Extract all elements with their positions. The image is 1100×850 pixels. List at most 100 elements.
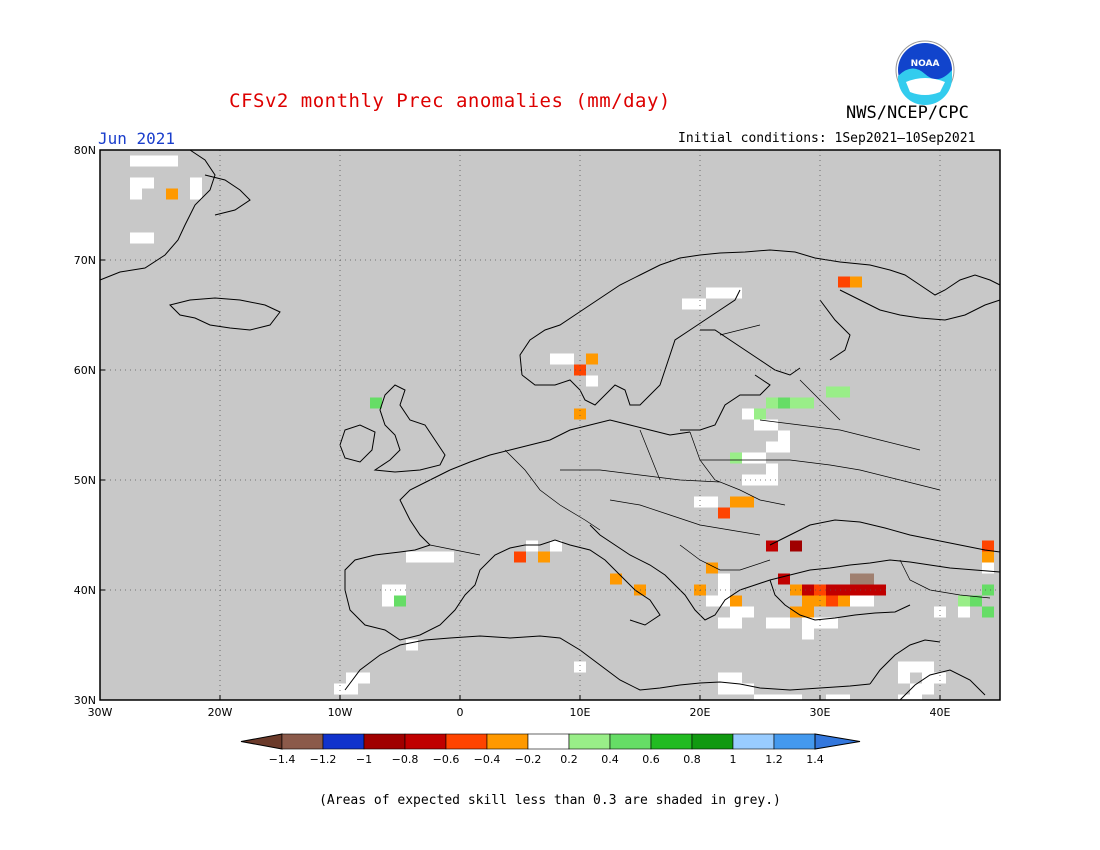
anomaly-cells: [130, 155, 994, 706]
anomaly-cell: [826, 386, 838, 398]
low-anomaly-cell: [442, 551, 454, 563]
low-anomaly-cell: [418, 551, 430, 563]
low-anomaly-cell: [730, 606, 742, 618]
colorbar-swatch: [568, 733, 611, 750]
low-anomaly-cell: [922, 661, 934, 673]
low-anomaly-cell: [898, 672, 910, 684]
anomaly-cell: [778, 397, 790, 409]
anomaly-cell: [730, 595, 742, 607]
colorbar-swatch: [363, 733, 406, 750]
colorbar-swatch: [691, 733, 734, 750]
low-anomaly-cell: [718, 672, 730, 684]
lon-tick-label: 10E: [570, 706, 591, 719]
low-anomaly-cell: [922, 672, 934, 684]
lat-tick-label: 50N: [74, 474, 96, 487]
lon-tick-label: 30W: [88, 706, 113, 719]
low-anomaly-cell: [982, 562, 994, 574]
svg-text:NOAA: NOAA: [911, 59, 940, 69]
low-anomaly-cell: [742, 474, 754, 486]
low-anomaly-cell: [130, 188, 142, 200]
anomaly-cell: [718, 507, 730, 519]
anomaly-cell: [610, 573, 622, 585]
anomaly-cell: [982, 551, 994, 563]
colorbar-swatch: [281, 733, 324, 750]
forecast-month: Jun 2021: [98, 129, 176, 148]
low-anomaly-cell: [766, 441, 778, 453]
colorbar-swatch: [650, 733, 693, 750]
low-anomaly-cell: [766, 463, 778, 475]
low-anomaly-cell: [382, 595, 394, 607]
low-anomaly-cell: [898, 661, 910, 673]
low-anomaly-cell: [346, 672, 358, 684]
colorbar-label: 1.2: [765, 753, 783, 766]
anomaly-cell: [802, 397, 814, 409]
low-anomaly-cell: [694, 496, 706, 508]
colorbar-label: −1.4: [269, 753, 296, 766]
low-anomaly-cell: [766, 474, 778, 486]
low-anomaly-cell: [922, 683, 934, 695]
low-anomaly-cell: [406, 551, 418, 563]
anomaly-cell: [838, 386, 850, 398]
anomaly-cell: [958, 595, 970, 607]
anomaly-cell: [790, 540, 802, 552]
anomaly-cell: [586, 353, 598, 365]
low-anomaly-cell: [754, 419, 766, 431]
anomaly-cell: [790, 397, 802, 409]
low-anomaly-cell: [130, 177, 142, 189]
low-anomaly-cell: [718, 287, 730, 299]
graticule: [100, 150, 1000, 700]
anomaly-cell: [166, 188, 178, 200]
low-anomaly-cell: [778, 430, 790, 442]
anomaly-cell: [802, 584, 814, 596]
latitude-ticks: 80N 70N 60N 50N 40N 30N: [74, 144, 105, 707]
low-anomaly-cell: [334, 683, 346, 695]
colorbar-label: 1: [730, 753, 737, 766]
anomaly-cell: [850, 573, 862, 585]
anomaly-cell: [574, 408, 586, 420]
map-title: CFSv2 monthly Prec anomalies (mm/day): [229, 90, 671, 112]
colorbar-right-arrow: [814, 733, 861, 750]
low-anomaly-cell: [586, 375, 598, 387]
anomaly-cell: [970, 595, 982, 607]
anomaly-cell: [742, 496, 754, 508]
colorbar-swatch: [527, 733, 570, 750]
colorbar-label: −0.6: [433, 753, 460, 766]
anomaly-cell: [766, 397, 778, 409]
low-anomaly-cell: [706, 595, 718, 607]
skill-footnote: (Areas of expected skill less than 0.3 a…: [319, 793, 781, 808]
low-anomaly-cell: [850, 595, 862, 607]
colorbar-label: −0.4: [474, 753, 501, 766]
anomaly-cell: [766, 540, 778, 552]
colorbar-label: 0.8: [683, 753, 701, 766]
longitude-ticks: 30W 20W 10W 0 10E 20E 30E 40E: [88, 695, 951, 719]
low-anomaly-cell: [730, 672, 742, 684]
colorbar-swatch: [445, 733, 488, 750]
map-frame: [99, 149, 1001, 701]
colorbar-legend: −1.4 −1.2 −1 −0.8 −0.6 −0.4 −0.2 0.2 0.4 0.6 0.8 1 1…: [240, 733, 861, 766]
anomaly-cell: [778, 573, 790, 585]
colorbar-swatch: [732, 733, 775, 750]
anomaly-cell: [826, 584, 838, 596]
low-anomaly-cell: [574, 661, 586, 673]
lon-tick-label: 20W: [208, 706, 233, 719]
low-anomaly-cell: [934, 606, 946, 618]
colorbar-swatch: [609, 733, 652, 750]
low-anomaly-cell: [730, 287, 742, 299]
low-anomaly-cell: [718, 617, 730, 629]
anomaly-cell: [754, 408, 766, 420]
low-anomaly-cell: [130, 232, 142, 244]
low-anomaly-cell: [742, 606, 754, 618]
low-anomaly-cell: [910, 661, 922, 673]
colorbar-label: 0.4: [601, 753, 619, 766]
anomaly-cell: [706, 562, 718, 574]
low-anomaly-cell: [154, 155, 166, 167]
low-anomaly-cell: [778, 617, 790, 629]
colorbar-swatch: [773, 733, 816, 750]
anomaly-cell: [370, 397, 382, 409]
map-background: [100, 150, 1000, 700]
lat-tick-label: 60N: [74, 364, 96, 377]
low-anomaly-cell: [766, 419, 778, 431]
low-anomaly-cell: [718, 683, 730, 695]
low-anomaly-cell: [934, 672, 946, 684]
colorbar-label: −1.2: [310, 753, 337, 766]
